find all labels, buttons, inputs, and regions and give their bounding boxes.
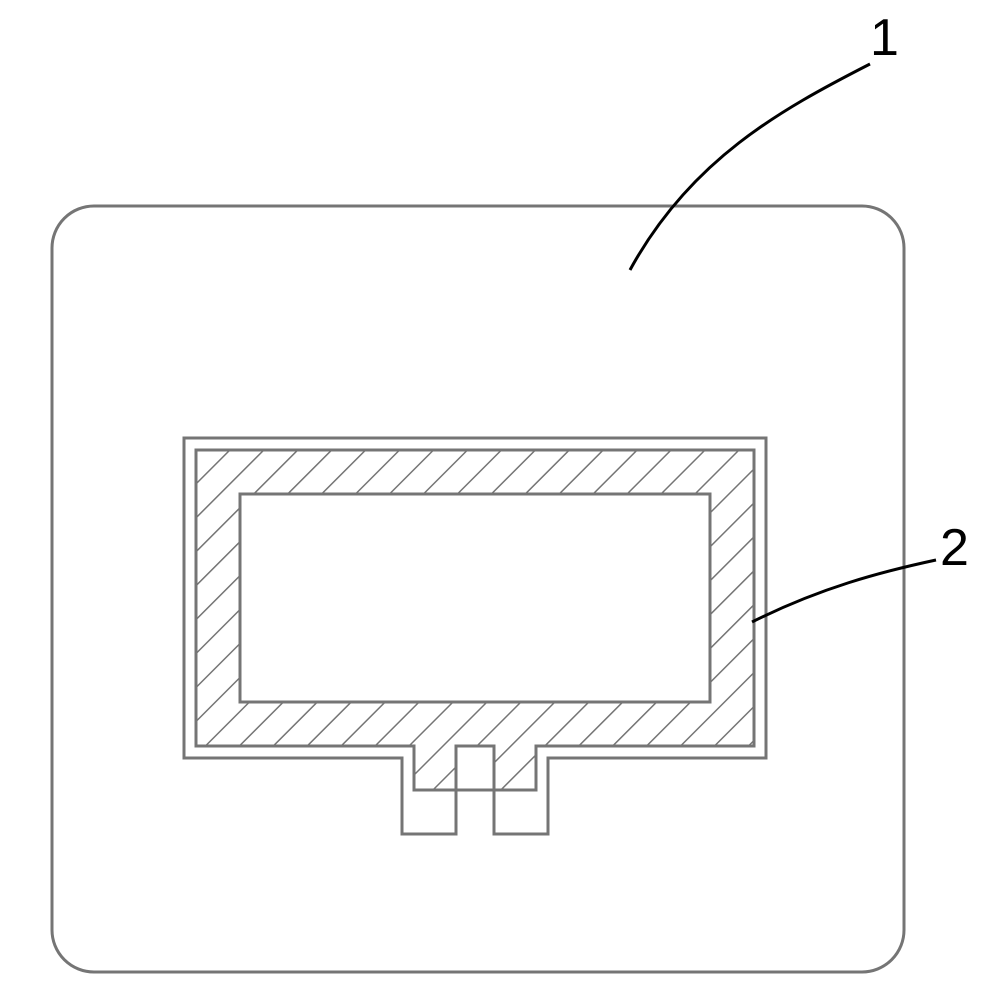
component-inner-window (240, 494, 710, 702)
label-2: 2 (940, 518, 969, 578)
leader-1 (630, 64, 870, 270)
outer-panel (52, 206, 904, 972)
label-1: 1 (870, 8, 899, 68)
component-outer-contour (184, 438, 766, 834)
leader-2 (752, 560, 936, 622)
component-hatch-band (196, 450, 754, 790)
